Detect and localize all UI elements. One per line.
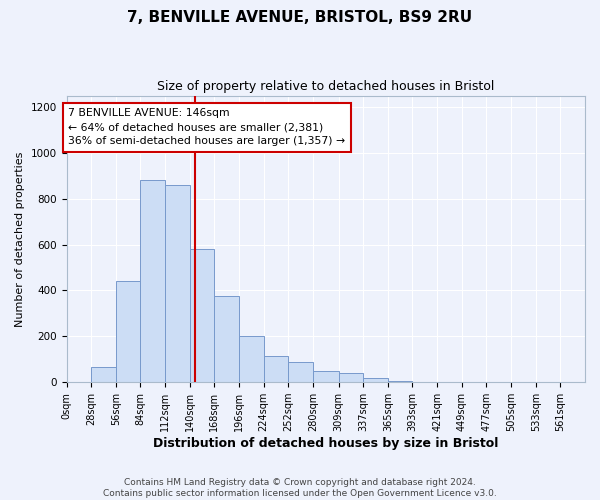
- Bar: [388, 381, 412, 382]
- Text: 7 BENVILLE AVENUE: 146sqm
← 64% of detached houses are smaller (2,381)
36% of se: 7 BENVILLE AVENUE: 146sqm ← 64% of detac…: [68, 108, 346, 146]
- Text: 7, BENVILLE AVENUE, BRISTOL, BS9 2RU: 7, BENVILLE AVENUE, BRISTOL, BS9 2RU: [127, 10, 473, 25]
- Text: Contains HM Land Registry data © Crown copyright and database right 2024.
Contai: Contains HM Land Registry data © Crown c…: [103, 478, 497, 498]
- Title: Size of property relative to detached houses in Bristol: Size of property relative to detached ho…: [157, 80, 494, 93]
- Y-axis label: Number of detached properties: Number of detached properties: [15, 151, 25, 326]
- Bar: [338, 373, 363, 382]
- Bar: [165, 184, 190, 382]
- Bar: [190, 249, 214, 382]
- Bar: [214, 296, 239, 382]
- Bar: [313, 371, 338, 382]
- Bar: [91, 368, 116, 382]
- Bar: [289, 362, 313, 382]
- Bar: [116, 280, 140, 382]
- Bar: [264, 356, 289, 382]
- Bar: [363, 378, 388, 382]
- Bar: [140, 180, 165, 382]
- Bar: [239, 336, 264, 382]
- X-axis label: Distribution of detached houses by size in Bristol: Distribution of detached houses by size …: [153, 437, 499, 450]
